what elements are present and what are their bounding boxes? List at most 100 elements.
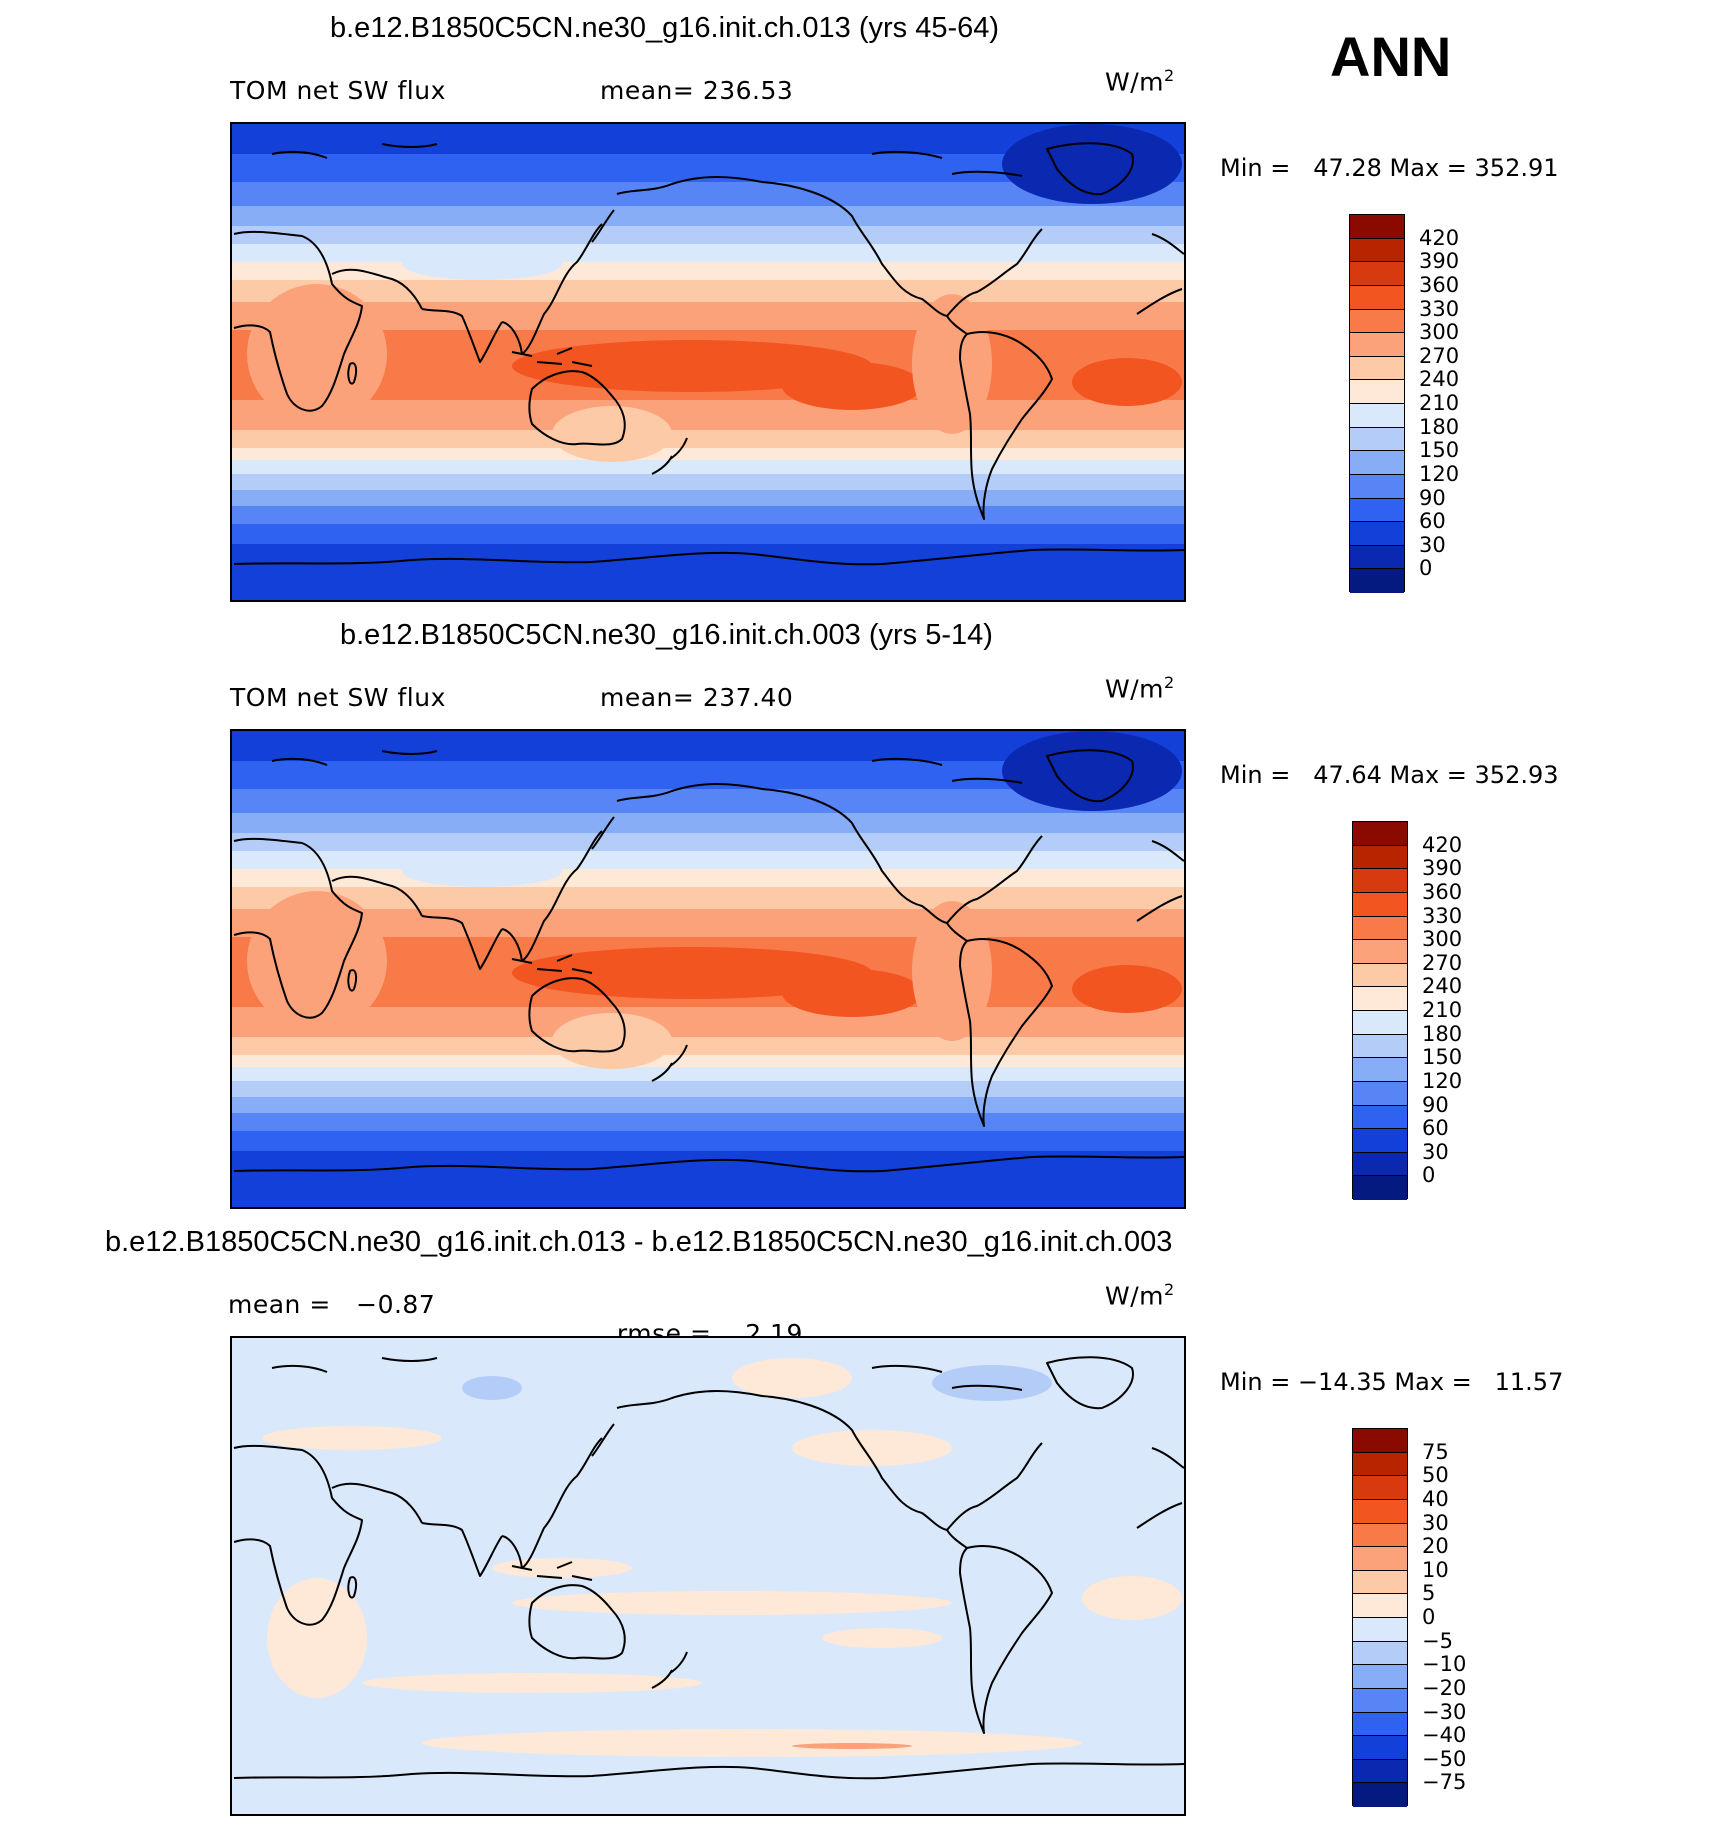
panel2-colorbar-swatch [1353, 1176, 1407, 1200]
panel2-colorbar-swatch [1353, 1011, 1407, 1035]
panel1-colorbar-label: 30 [1419, 532, 1446, 557]
panel3-colorbar-swatch [1353, 1641, 1407, 1666]
panel1-colorbar-label: 90 [1419, 485, 1446, 510]
panel2-colorbar-label: 240 [1422, 974, 1463, 999]
panel2-colorbar-label: 330 [1422, 903, 1463, 928]
panel1-colorbar-swatch [1350, 427, 1404, 452]
panel3-colorbar-label: −10 [1422, 1652, 1467, 1677]
panel2-colorbar-swatch [1353, 1058, 1407, 1082]
panel1-variable-label: TOM net SW flux [230, 76, 446, 105]
panel3-colorbar-swatch [1353, 1429, 1407, 1453]
panel3-map-svg [232, 1338, 1184, 1814]
panel2-colorbar-swatch [1353, 940, 1407, 964]
panel1-colorbar-swatch [1350, 498, 1404, 523]
panel1-colorbar-label: 210 [1419, 391, 1460, 415]
panel2-mean-label: mean= 237.40 [600, 683, 793, 712]
panel2-colorbar-label: 150 [1422, 1045, 1463, 1070]
panel1-map [230, 122, 1186, 602]
panel2-map-svg [232, 731, 1184, 1207]
panel3-colorbar-swatch [1353, 1665, 1407, 1689]
panel2-colorbar-swatch [1353, 1129, 1407, 1153]
panel2-minmax: Min = 47.64 Max = 352.93 [1220, 761, 1559, 789]
panel2-colorbar-label: 360 [1422, 879, 1463, 904]
panel2-colorbar-swatch [1353, 916, 1407, 941]
panel2-map [230, 729, 1186, 1209]
panel3-colorbar-label: 40 [1422, 1486, 1449, 1511]
panel3-colorbar-swatch [1353, 1452, 1407, 1477]
panel2-colorbar-swatch [1353, 822, 1407, 846]
panel2-colorbar-label: 180 [1422, 1021, 1463, 1046]
panel3-colorbar-swatch [1353, 1759, 1407, 1784]
panel3-colorbar-swatch [1353, 1736, 1407, 1760]
panel1-colorbar-swatch [1350, 522, 1404, 546]
panel1-colorbar-label: 180 [1419, 414, 1460, 439]
panel3-colorbar-label: 75 [1422, 1439, 1449, 1464]
panel1-colorbar-swatch [1350, 474, 1404, 499]
panel3-colorbar-label: 0 [1422, 1605, 1436, 1629]
panel3-colorbar-swatch [1353, 1499, 1407, 1524]
panel1-colorbar-swatch [1350, 309, 1404, 334]
panel3-units: W/m2 [1105, 1280, 1175, 1310]
panel3-colorbar-label: 50 [1422, 1463, 1449, 1488]
panel1-map-svg [232, 124, 1184, 600]
panel2-colorbar-label: 420 [1422, 832, 1463, 857]
panel2-colorbar-label: 390 [1422, 856, 1463, 881]
panel3-colorbar-swatch [1353, 1570, 1407, 1595]
panel2-colorbar-label: 120 [1422, 1068, 1463, 1093]
panel2-colorbar-label: 270 [1422, 950, 1463, 975]
panel1-colorbar-swatch [1350, 569, 1404, 593]
panel3-colorbar-swatch [1353, 1783, 1407, 1807]
panel1-colorbar-label: 120 [1419, 461, 1460, 486]
panel1-colorbar-swatch [1350, 285, 1404, 310]
panel1-colorbar-label: 240 [1419, 367, 1460, 392]
panel1-stat-label: mean= [600, 76, 695, 105]
panel3-mean-label: mean = −0.87 [228, 1290, 436, 1319]
panel2-colorbar-swatch [1353, 892, 1407, 917]
panel1-units-sup: 2 [1164, 66, 1175, 85]
panel1-minmax: Min = 47.28 Max = 352.91 [1220, 154, 1559, 182]
panel1-colorbar-label: 390 [1419, 249, 1460, 274]
panel1-colorbar: 420 390 360 330 300 270 240 210 180 150 120 90 60 30 0 [1349, 214, 1479, 594]
panel2-units-text: W/m [1105, 674, 1164, 704]
panel2-colorbar-label: 210 [1422, 998, 1463, 1022]
panel3-colorbar-label: −50 [1422, 1746, 1467, 1771]
panel1-colorbar-swatch [1350, 215, 1404, 239]
panel3-colorbar: 75 50 40 30 20 10 5 0 −5 −10 −20 −30 −40 −50 −75 [1352, 1428, 1482, 1808]
panel1-units: W/m2 [1105, 66, 1175, 96]
panel3-colorbar-swatch [1353, 1688, 1407, 1713]
panel3-colorbar-label: −75 [1422, 1770, 1467, 1795]
panel2-colorbar: 420 390 360 330 300 270 240 210 180 150 120 90 60 30 0 [1352, 821, 1482, 1201]
panel2-colorbar-label: 300 [1422, 927, 1463, 952]
panel3-title: b.e12.B1850C5CN.ne30_g16.init.ch.013 - b… [105, 1226, 1173, 1258]
panel1-colorbar-label: 270 [1419, 343, 1460, 368]
panel2-colorbar-box [1352, 821, 1408, 1200]
panel1-colorbar-swatch [1350, 333, 1404, 357]
panel1-colorbar-swatch [1350, 238, 1404, 263]
panel1-colorbar-swatch [1350, 404, 1404, 428]
panel2-units: W/m2 [1105, 673, 1175, 703]
panel3-colorbar-label: −20 [1422, 1675, 1467, 1700]
panel3-units-sup: 2 [1164, 1280, 1175, 1299]
panel1-colorbar-swatch [1350, 262, 1404, 286]
panel3-colorbar-label: 10 [1422, 1557, 1449, 1582]
panel1-colorbar-swatch [1350, 356, 1404, 381]
panel3-colorbar-swatch [1353, 1712, 1407, 1737]
panel3-colorbar-label: 20 [1422, 1534, 1449, 1559]
panel1-colorbar-swatch [1350, 545, 1404, 570]
season-label: ANN [1330, 25, 1452, 88]
panel2-colorbar-swatch [1353, 1105, 1407, 1130]
panel1-colorbar-label: 420 [1419, 225, 1460, 250]
panel3-colorbar-label: 30 [1422, 1510, 1449, 1535]
panel2-colorbar-label: 0 [1422, 1163, 1436, 1188]
panel3-colorbar-swatch [1353, 1594, 1407, 1618]
panel1-units-text: W/m [1105, 67, 1164, 97]
panel3-colorbar-label: 5 [1422, 1581, 1436, 1606]
panel2-units-sup: 2 [1164, 673, 1175, 692]
panel2-stat-label: mean= [600, 683, 695, 712]
panel2-colorbar-label: 30 [1422, 1139, 1449, 1164]
panel1-colorbar-label: 150 [1419, 438, 1460, 463]
panel3-colorbar-swatch [1353, 1523, 1407, 1548]
panel1-colorbar-label: 330 [1419, 296, 1460, 321]
panel2-colorbar-swatch [1353, 1081, 1407, 1106]
panel3-colorbar-label: −40 [1422, 1723, 1467, 1748]
